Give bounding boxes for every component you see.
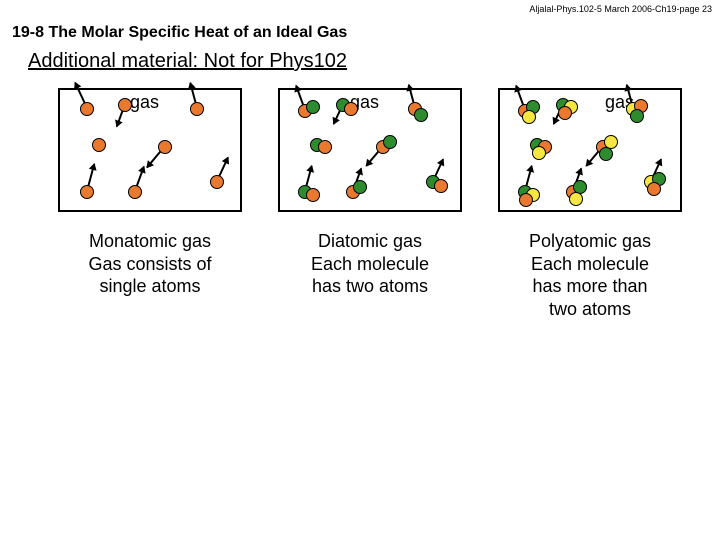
atom <box>80 185 94 199</box>
atom <box>532 146 546 160</box>
atom <box>519 193 533 207</box>
gas-box: gas <box>278 88 462 212</box>
atom <box>318 140 332 154</box>
atom <box>118 98 132 112</box>
atom <box>306 188 320 202</box>
panel-caption: Diatomic gasEach moleculehas two atoms <box>311 230 429 298</box>
subtitle: Additional material: Not for Phys102 <box>28 50 347 73</box>
atom <box>158 140 172 154</box>
panels-container: gas Monatomic gasGas consists ofsingle at… <box>60 88 680 320</box>
atom <box>383 135 397 149</box>
atom <box>599 147 613 161</box>
gas-box: gas <box>58 88 242 212</box>
atom <box>353 180 367 194</box>
atom <box>647 182 661 196</box>
panel-group: gas Monatomic gasGas consists ofsingle at… <box>60 88 240 320</box>
atom <box>190 102 204 116</box>
section-title: 19-8 The Molar Specific Heat of an Ideal… <box>12 24 347 42</box>
panel-group: gas Polyatomic gasEach moleculehas more t… <box>500 88 680 320</box>
atom <box>414 108 428 122</box>
atom <box>344 102 358 116</box>
atom <box>80 102 94 116</box>
atom <box>558 106 572 120</box>
atom <box>128 185 142 199</box>
panel-caption: Polyatomic gasEach moleculehas more than… <box>529 230 651 320</box>
atom <box>630 109 644 123</box>
gas-box: gas <box>498 88 682 212</box>
atom <box>306 100 320 114</box>
atom <box>569 192 583 206</box>
header-citation: Aljalal-Phys.102-5 March 2006-Ch19-page … <box>529 4 712 14</box>
panel-caption: Monatomic gasGas consists ofsingle atoms <box>88 230 211 298</box>
panel-group: gas Diatomic gasEach moleculehas two atom… <box>280 88 460 320</box>
atom <box>92 138 106 152</box>
atom <box>522 110 536 124</box>
box-label: gas <box>130 92 159 113</box>
atom <box>434 179 448 193</box>
atom <box>210 175 224 189</box>
